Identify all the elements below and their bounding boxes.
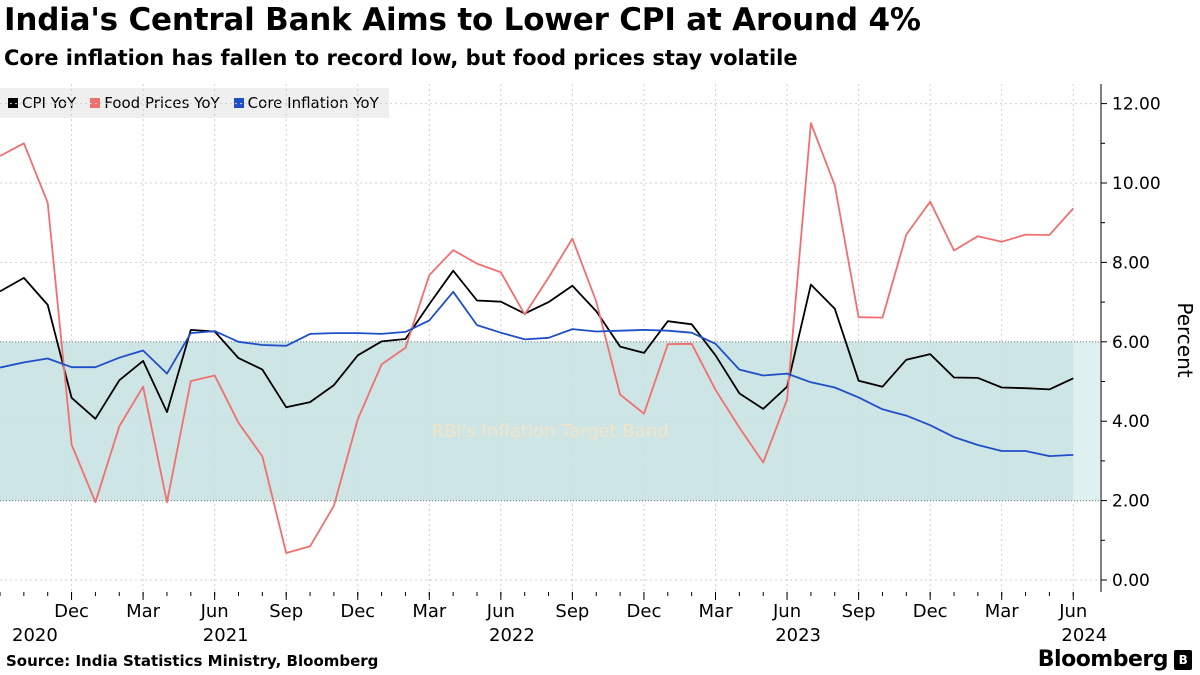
legend: CPI YoY Food Prices YoY Core Inflation Y… — [0, 88, 389, 118]
chart-subtitle: Core inflation has fallen to record low,… — [4, 46, 798, 70]
y-tick-label: 8.00 — [1112, 253, 1150, 273]
x-tick-label: Sep — [269, 601, 303, 622]
legend-item-cpi: CPI YoY — [8, 94, 76, 112]
band-label: RBI's Inflation Target Band — [431, 421, 668, 442]
bloomberg-terminal-icon: B — [1174, 649, 1192, 670]
x-tick-label: Jun — [1058, 601, 1087, 622]
legend-label-cpi: CPI YoY — [22, 94, 77, 112]
x-year-label: 2024 — [1061, 625, 1107, 646]
legend-swatch-food — [90, 98, 101, 108]
legend-item-core: Core Inflation YoY — [233, 94, 379, 112]
x-tick-label: Mar — [699, 601, 734, 622]
legend-swatch-core — [233, 98, 244, 108]
x-tick-label: Dec — [54, 601, 89, 622]
legend-swatch-cpi — [8, 98, 18, 108]
x-year-label: 2021 — [203, 625, 249, 646]
chart-title: India's Central Bank Aims to Lower CPI a… — [4, 2, 921, 38]
x-tick-label: Sep — [842, 601, 876, 622]
x-tick-label: Mar — [126, 601, 161, 622]
x-tick-label: Sep — [555, 601, 589, 622]
x-tick-label: Dec — [340, 601, 375, 622]
x-year-label: 2020 — [12, 625, 58, 646]
x-tick-label: Jun — [486, 601, 515, 622]
x-year-label: 2023 — [775, 625, 821, 646]
x-year-label: 2022 — [489, 625, 535, 646]
legend-item-food: Food Prices YoY — [90, 94, 220, 112]
x-tick-label: Mar — [412, 601, 447, 622]
y-axis-title: Percent — [1173, 302, 1197, 377]
source-note: Source: India Statistics Ministry, Bloom… — [6, 652, 379, 670]
x-tick-label: Mar — [985, 601, 1020, 622]
x-tick-label: Dec — [627, 601, 662, 622]
brand-name: Bloomberg — [1037, 647, 1169, 672]
y-tick-label: 12.00 — [1112, 95, 1161, 115]
y-tick-label: 6.00 — [1112, 333, 1150, 353]
y-tick-label: 4.00 — [1112, 412, 1150, 432]
target-band-extension — [1073, 341, 1100, 501]
legend-label-food: Food Prices YoY — [104, 94, 220, 112]
series-line-food-prices-yoy — [0, 122, 1074, 554]
y-tick-label: 2.00 — [1112, 492, 1150, 512]
legend-label-core: Core Inflation YoY — [247, 94, 379, 112]
y-tick-label: 0.00 — [1112, 571, 1150, 591]
x-tick-label: Jun — [200, 601, 229, 622]
x-tick-label: Jun — [772, 601, 801, 622]
bloomberg-logo: Bloomberg B — [1038, 647, 1192, 672]
y-tick-label: 10.00 — [1112, 174, 1161, 194]
x-tick-label: Dec — [913, 601, 948, 622]
series-line-core-inflation-yoy — [0, 290, 1074, 458]
series-line-cpi-yoy — [0, 269, 1074, 420]
